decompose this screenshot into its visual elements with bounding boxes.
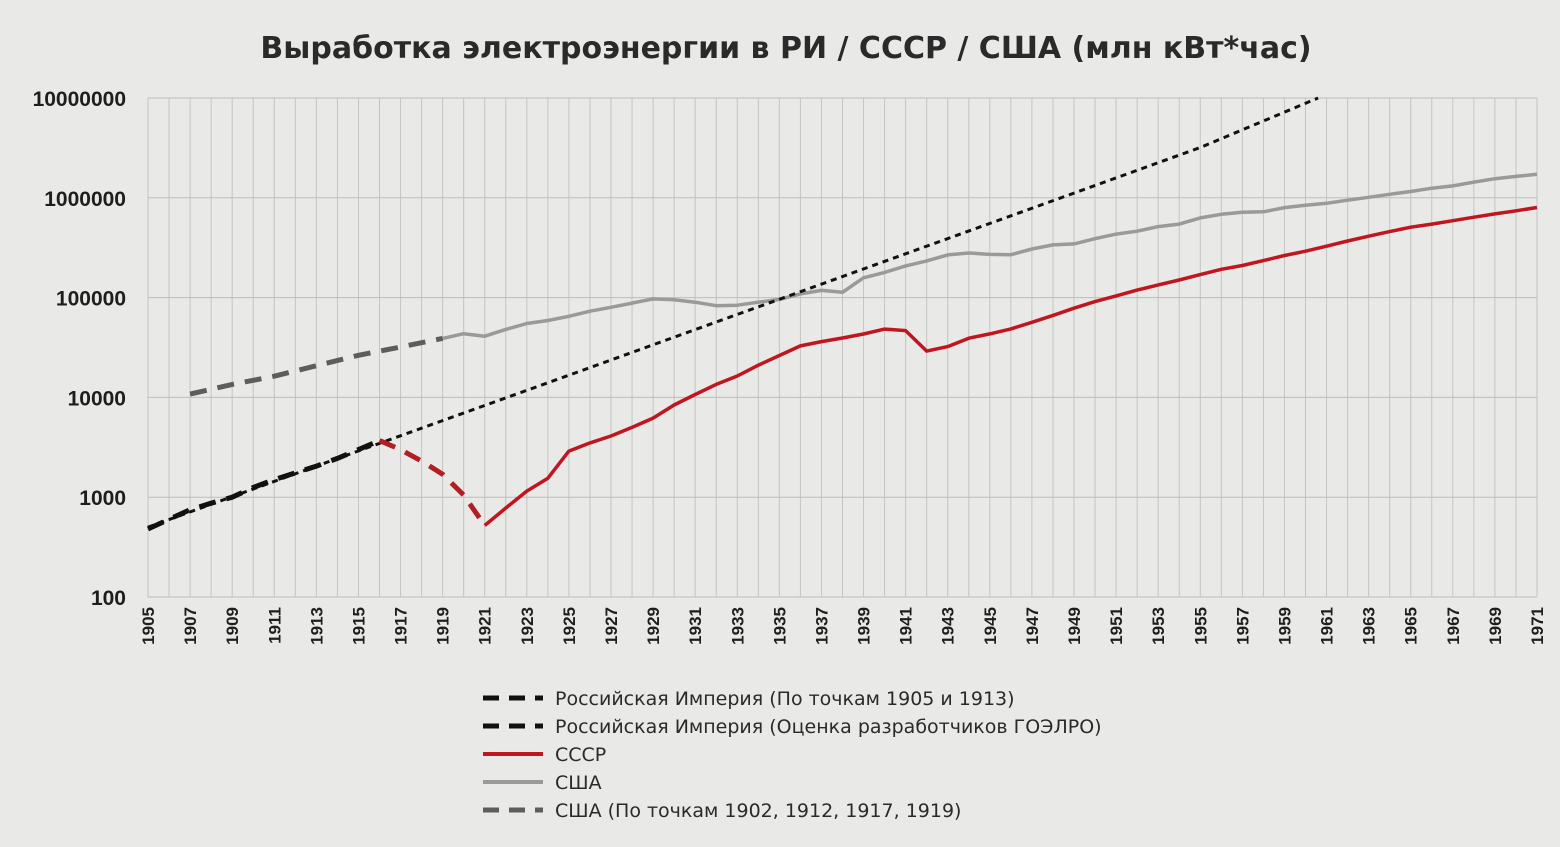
x-tick-label: 1967 bbox=[1444, 607, 1463, 645]
x-tick-label: 1931 bbox=[686, 607, 705, 645]
x-axis-ticks: 1905 1907 1909 1911 1913 1915 1917 1919 1921 1923… bbox=[139, 607, 1547, 645]
x-tick-label: 1949 bbox=[1065, 607, 1084, 645]
legend: Российская Империя (По точкам 1905 и 191… bbox=[483, 688, 1102, 822]
y-tick-label: 10000 bbox=[68, 387, 126, 410]
x-tick-label: 1923 bbox=[518, 607, 537, 645]
y-tick-label: 100000 bbox=[56, 288, 126, 311]
x-tick-label: 1915 bbox=[349, 607, 368, 645]
x-tick-label: 1937 bbox=[812, 607, 831, 645]
x-tick-label: 1963 bbox=[1360, 607, 1379, 645]
x-tick-label: 1969 bbox=[1486, 607, 1505, 645]
x-tick-label: 1947 bbox=[1023, 607, 1042, 645]
x-tick-label: 1953 bbox=[1149, 607, 1168, 645]
series-line-0 bbox=[147, 96, 1319, 529]
x-tick-label: 1935 bbox=[770, 607, 789, 645]
x-tick-label: 1961 bbox=[1318, 607, 1337, 645]
x-tick-label: 1957 bbox=[1233, 607, 1252, 645]
y-tick-label: 1000 bbox=[79, 487, 126, 510]
x-tick-label: 1927 bbox=[602, 607, 621, 645]
y-axis-ticks: 100 1000 10000 100000 1000000 10000000 bbox=[33, 88, 126, 610]
series-line-5 bbox=[189, 335, 444, 397]
x-tick-label: 1941 bbox=[897, 607, 916, 645]
x-tick-label: 1911 bbox=[265, 607, 284, 644]
x-tick-label: 1913 bbox=[307, 607, 326, 645]
series-lines bbox=[146, 96, 1538, 532]
x-tick-label: 1905 bbox=[139, 607, 158, 645]
chart-title: Выработка электроэнергии в РИ / СССР / С… bbox=[260, 31, 1311, 66]
series-line-3 bbox=[483, 205, 1538, 527]
y-tick-label: 100 bbox=[91, 587, 126, 610]
legend-label-0: Российская Империя (По точкам 1905 и 191… bbox=[555, 688, 1015, 710]
x-tick-label: 1939 bbox=[855, 607, 874, 645]
legend-label-1: Российская Империя (Оценка разработчиков… bbox=[555, 716, 1102, 738]
x-tick-label: 1965 bbox=[1402, 607, 1421, 645]
x-tick-label: 1909 bbox=[223, 607, 242, 645]
x-tick-label: 1959 bbox=[1275, 607, 1294, 645]
x-tick-label: 1919 bbox=[434, 607, 453, 645]
legend-label-3: СССР bbox=[555, 744, 606, 766]
series-line-2 bbox=[378, 438, 487, 527]
x-tick-label: 1907 bbox=[181, 607, 200, 645]
x-tick-label: 1955 bbox=[1191, 607, 1210, 645]
x-tick-label: 1929 bbox=[644, 607, 663, 645]
x-tick-label: 1951 bbox=[1107, 607, 1126, 645]
x-tick-label: 1945 bbox=[981, 607, 1000, 645]
y-tick-label: 10000000 bbox=[33, 88, 126, 111]
grid bbox=[147, 97, 1538, 598]
legend-label-5: США (По точкам 1902, 1912, 1917, 1919) bbox=[555, 800, 961, 822]
y-tick-label: 1000000 bbox=[44, 188, 126, 211]
x-tick-label: 1917 bbox=[392, 607, 411, 645]
series-line-1 bbox=[146, 438, 381, 532]
legend-label-4: США bbox=[555, 772, 602, 794]
x-tick-label: 1943 bbox=[939, 607, 958, 645]
x-tick-label: 1921 bbox=[476, 607, 495, 645]
x-tick-label: 1933 bbox=[728, 607, 747, 645]
x-tick-label: 1971 bbox=[1528, 607, 1547, 645]
x-tick-label: 1925 bbox=[560, 607, 579, 645]
series-line-4 bbox=[442, 172, 1538, 341]
